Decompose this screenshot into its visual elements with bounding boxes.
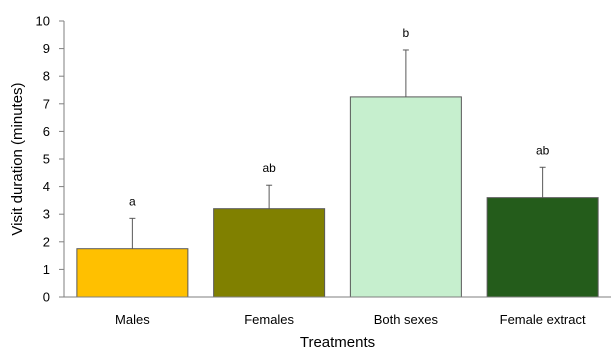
y-axis-ticks: 0 1 2 3 4 5 6 7 8 9 10 (36, 14, 64, 305)
bars-group (76, 96, 599, 298)
x-axis-category-labels: Males Females Both sexes Female extract (115, 312, 586, 327)
y-tick-label: 10 (36, 14, 50, 29)
y-tick-label: 6 (43, 124, 50, 139)
error-bars-group (129, 49, 546, 249)
bar-female-extract (486, 197, 599, 298)
y-tick-label: 5 (43, 152, 50, 167)
x-axis-title: Treatments (300, 334, 375, 350)
x-category-label: Female extract (500, 312, 586, 327)
x-category-label: Males (115, 312, 150, 327)
significance-letter: a (129, 194, 136, 208)
y-axis-title: Visit duration (minutes) (9, 82, 26, 235)
y-tick-label: 2 (43, 234, 50, 249)
significance-letters-group: a ab b ab (129, 26, 550, 208)
y-tick-label: 7 (43, 96, 50, 111)
significance-letter: b (403, 26, 410, 40)
bar-males (76, 248, 189, 298)
bar-both-sexes (349, 96, 462, 298)
y-tick-label: 8 (43, 69, 50, 84)
y-tick-label: 0 (43, 290, 50, 305)
y-tick-label: 3 (43, 207, 50, 222)
significance-letter: ab (536, 143, 550, 157)
y-tick-label: 4 (43, 179, 50, 194)
y-tick-label: 1 (43, 262, 50, 277)
bar-females (213, 208, 326, 298)
x-category-label: Females (244, 312, 294, 327)
significance-letter: ab (262, 161, 276, 175)
y-tick-label: 9 (43, 41, 50, 56)
x-category-label: Both sexes (374, 312, 439, 327)
